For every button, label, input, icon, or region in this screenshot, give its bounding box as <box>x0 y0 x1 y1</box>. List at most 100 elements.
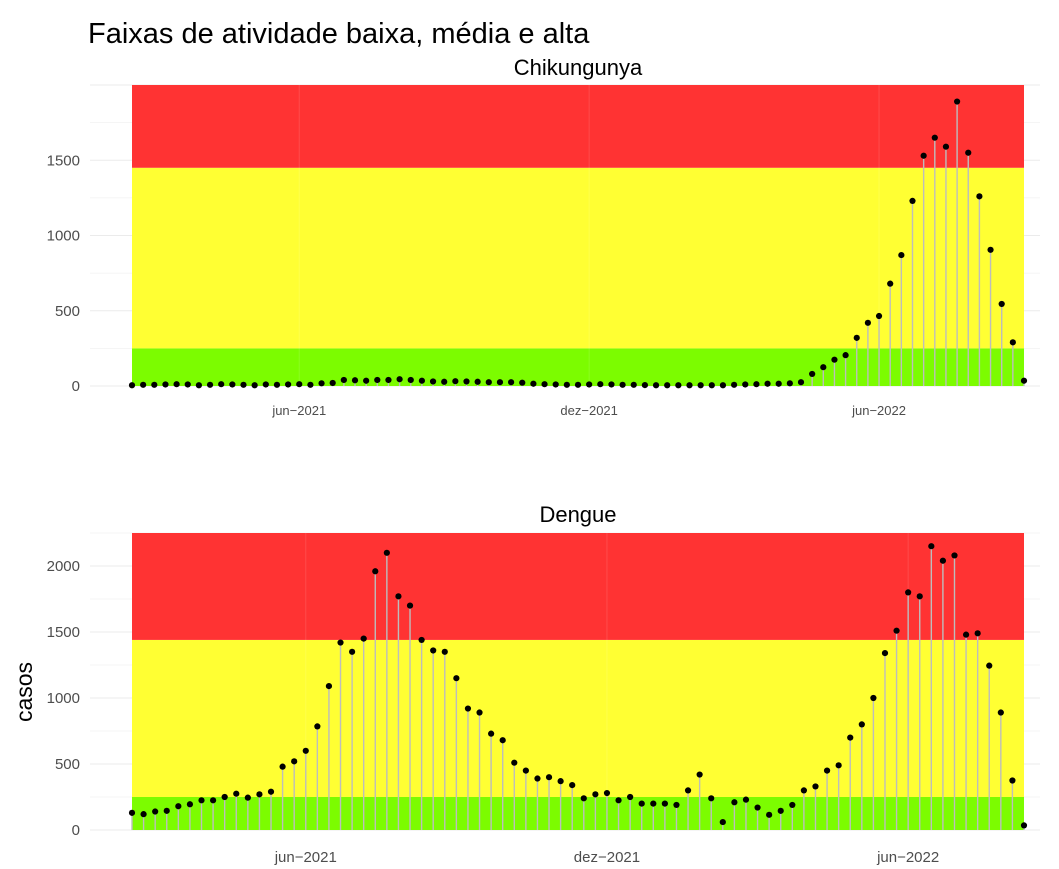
data-point <box>997 709 1004 716</box>
data-point <box>789 801 796 809</box>
data-point <box>140 811 147 818</box>
data-point <box>349 648 356 655</box>
data-point <box>976 193 983 200</box>
data-point <box>184 381 191 388</box>
data-point <box>329 379 336 387</box>
data-point <box>325 683 333 690</box>
data-point <box>163 807 170 814</box>
data-point <box>586 381 593 388</box>
data-point <box>592 791 599 798</box>
data-point <box>418 636 425 644</box>
data-point <box>195 382 202 389</box>
data-point <box>893 627 900 634</box>
data-point <box>552 381 559 388</box>
data-point <box>920 152 927 159</box>
data-point <box>152 808 159 815</box>
data-point <box>831 356 838 363</box>
data-point <box>453 675 460 682</box>
data-point <box>162 381 169 388</box>
x-tick-label: dez−2021 <box>574 849 640 866</box>
data-point <box>931 134 938 141</box>
data-point <box>557 778 564 785</box>
data-point <box>374 376 381 384</box>
figure-title: Faixas de atividade baixa, média e alta <box>88 18 590 50</box>
data-point <box>337 639 344 646</box>
data-point <box>474 378 481 385</box>
data-point <box>905 589 912 596</box>
data-point <box>697 382 704 389</box>
data-point <box>206 381 214 388</box>
data-point <box>279 763 286 770</box>
data-point <box>485 379 492 386</box>
data-point <box>650 800 657 807</box>
data-point <box>777 807 784 814</box>
data-point <box>835 762 842 769</box>
data-point <box>627 793 634 801</box>
data-point <box>1009 339 1016 346</box>
data-point <box>638 800 645 807</box>
data-point <box>766 811 773 818</box>
x-tick-label: dez−2021 <box>560 403 617 418</box>
data-point <box>385 376 392 384</box>
data-point <box>942 143 950 150</box>
panel-2-grid <box>90 532 1040 831</box>
data-point <box>372 568 379 575</box>
data-point <box>430 647 437 654</box>
x-tick-label: jun−2021 <box>274 849 337 866</box>
data-point <box>939 557 947 564</box>
data-point <box>351 377 359 384</box>
data-point <box>574 381 582 388</box>
data-point <box>954 98 961 105</box>
data-point <box>754 804 761 811</box>
data-point <box>198 797 205 804</box>
data-point <box>664 382 671 389</box>
data-point <box>898 251 905 259</box>
panel-2-band-low <box>132 797 1024 830</box>
data-point <box>262 381 269 388</box>
data-point <box>675 382 682 389</box>
data-point <box>209 797 217 804</box>
data-point <box>870 694 877 702</box>
data-point <box>753 381 760 388</box>
data-point <box>887 280 894 287</box>
data-point <box>273 381 281 388</box>
data-point <box>881 650 889 657</box>
data-point <box>530 380 537 387</box>
y-tick-label: 1000 <box>47 690 80 707</box>
data-point <box>875 312 883 320</box>
data-point <box>363 377 370 384</box>
data-point <box>229 381 236 388</box>
data-point <box>541 381 548 388</box>
data-point <box>696 771 703 778</box>
data-point <box>441 648 448 655</box>
data-point <box>986 662 993 669</box>
data-point <box>407 376 414 384</box>
data-point <box>731 799 738 806</box>
y-tick-label: 0 <box>72 822 80 839</box>
data-point <box>1009 777 1016 784</box>
data-point <box>853 334 860 341</box>
data-point <box>251 382 258 389</box>
data-point <box>812 783 819 790</box>
y-tick-label: 500 <box>55 756 80 773</box>
data-point <box>395 593 402 600</box>
panel-2-band-high <box>132 533 1024 640</box>
data-point <box>267 788 275 795</box>
data-point <box>406 602 414 609</box>
data-point <box>302 747 309 754</box>
data-point <box>580 795 587 802</box>
data-point <box>256 791 263 798</box>
data-point <box>221 793 228 801</box>
data-point <box>686 382 693 389</box>
y-tick-label: 2000 <box>47 558 80 575</box>
data-point <box>240 381 247 388</box>
data-point <box>630 381 637 388</box>
data-point <box>522 767 529 774</box>
data-point <box>244 794 251 801</box>
data-point <box>563 381 570 388</box>
data-point <box>464 705 472 712</box>
panel-1-band-low <box>132 348 1024 386</box>
data-point <box>916 593 923 600</box>
data-point <box>476 709 483 716</box>
